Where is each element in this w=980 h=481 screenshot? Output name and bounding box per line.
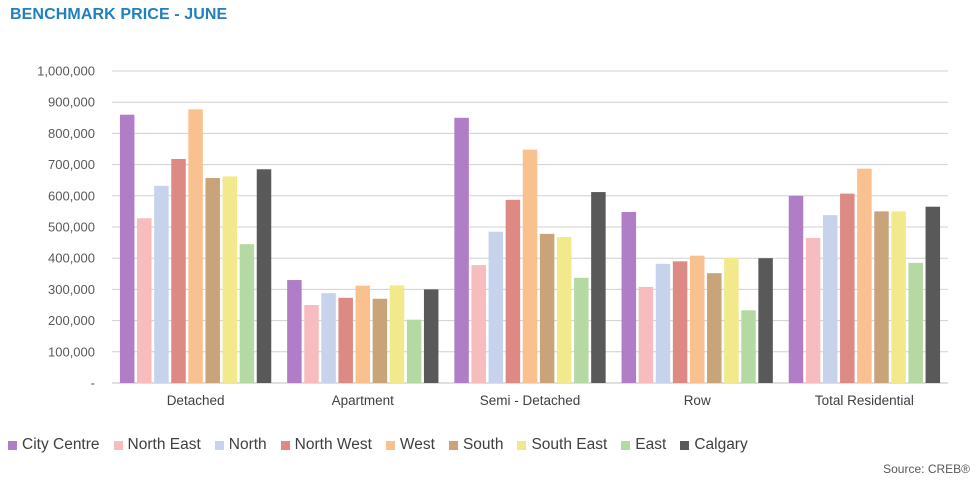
x-category-label: Semi - Detached (480, 393, 581, 408)
y-tick-label: - (91, 376, 95, 391)
y-tick-label: 500,000 (48, 220, 95, 235)
legend-label: City Centre (22, 436, 100, 453)
bar (222, 176, 238, 383)
bar (840, 193, 855, 383)
bar (256, 169, 272, 383)
legend-swatch (448, 440, 458, 450)
legend-swatch (280, 440, 290, 450)
bar (137, 218, 152, 383)
legend-item: South (448, 436, 504, 454)
bar (454, 117, 469, 384)
legend-swatch (385, 440, 395, 450)
bar (205, 178, 220, 383)
bar (672, 261, 688, 383)
bar (908, 262, 923, 383)
legend-swatch (621, 440, 631, 450)
legend-label: Calgary (694, 436, 748, 453)
y-tick-label: 100,000 (48, 344, 95, 359)
bar (287, 280, 302, 383)
legend-swatch (8, 440, 17, 450)
y-tick-label: 700,000 (48, 157, 95, 172)
bar (591, 192, 606, 383)
x-category-label: Total Residential (815, 393, 914, 408)
legend-label: South East (531, 436, 608, 453)
legend-item: North East (113, 436, 201, 454)
bar (788, 195, 804, 383)
x-category-label: Apartment (332, 393, 395, 408)
bar (321, 293, 336, 383)
legend-item: City Centre (8, 436, 100, 454)
legend-item: South East (517, 436, 607, 454)
bar (689, 255, 705, 383)
legend-item: North (214, 436, 267, 454)
bar (556, 236, 572, 383)
chart-title: BENCHMARK PRICE - JUNE (10, 6, 228, 23)
bar (707, 273, 722, 383)
chart-legend: City Centre North East North North West West… (8, 436, 762, 454)
bar (925, 206, 941, 383)
x-category-label: Row (684, 393, 711, 408)
bar (372, 298, 388, 383)
legend-item: West (385, 436, 435, 454)
bar (304, 305, 319, 383)
bar (638, 286, 654, 383)
bar (655, 263, 671, 383)
legend-label: East (635, 436, 667, 453)
bar (621, 212, 637, 383)
bar (154, 185, 169, 383)
bar (488, 231, 504, 383)
bar (574, 277, 589, 383)
bar (724, 257, 739, 383)
bar (874, 211, 889, 383)
bar (891, 211, 906, 383)
legend-swatch (113, 440, 123, 450)
bar (758, 258, 773, 383)
bar (805, 237, 821, 383)
bar-chart: - 100,000 200,000 300,000 400,000 500,000 600,… (37, 64, 948, 408)
y-tick-label: 900,000 (48, 95, 95, 110)
legend-label: North (228, 436, 267, 453)
bar (423, 289, 439, 383)
bar (741, 310, 756, 383)
legend-label: North East (127, 436, 201, 453)
legend-item: East (621, 436, 666, 454)
y-axis-ticks: - 100,000 200,000 300,000 400,000 500,000 600,… (37, 64, 95, 391)
y-tick-label: 800,000 (48, 126, 95, 141)
legend-item: North West (280, 436, 372, 454)
y-tick-label: 300,000 (48, 282, 95, 297)
bar (822, 215, 838, 383)
legend-label: North West (294, 436, 372, 453)
x-category-label: Detached (167, 393, 225, 408)
bar (857, 168, 872, 383)
y-tick-label: 200,000 (48, 313, 95, 328)
source-note: Source: CREB® (883, 462, 970, 476)
bar (522, 149, 538, 383)
bar (338, 297, 353, 383)
bar (389, 285, 405, 383)
legend-swatch (517, 440, 527, 450)
bar (355, 285, 371, 383)
y-tick-label: 600,000 (48, 188, 95, 203)
bar (471, 265, 486, 383)
x-axis-categories: Detached Apartment Semi - Detached Row Total… (167, 393, 914, 408)
bar (505, 199, 521, 383)
legend-item: Calgary (680, 436, 748, 454)
bar (171, 158, 186, 383)
bars (119, 109, 941, 384)
bar (188, 109, 203, 383)
bar (539, 233, 555, 383)
bar (406, 319, 422, 383)
legend-swatch (214, 440, 224, 450)
legend-label: South (462, 436, 504, 453)
bar (119, 114, 135, 384)
legend-label: West (399, 436, 435, 453)
y-tick-label: 400,000 (48, 251, 95, 266)
legend-swatch (680, 440, 690, 450)
bar (239, 244, 255, 383)
y-tick-label: 1,000,000 (37, 64, 95, 79)
